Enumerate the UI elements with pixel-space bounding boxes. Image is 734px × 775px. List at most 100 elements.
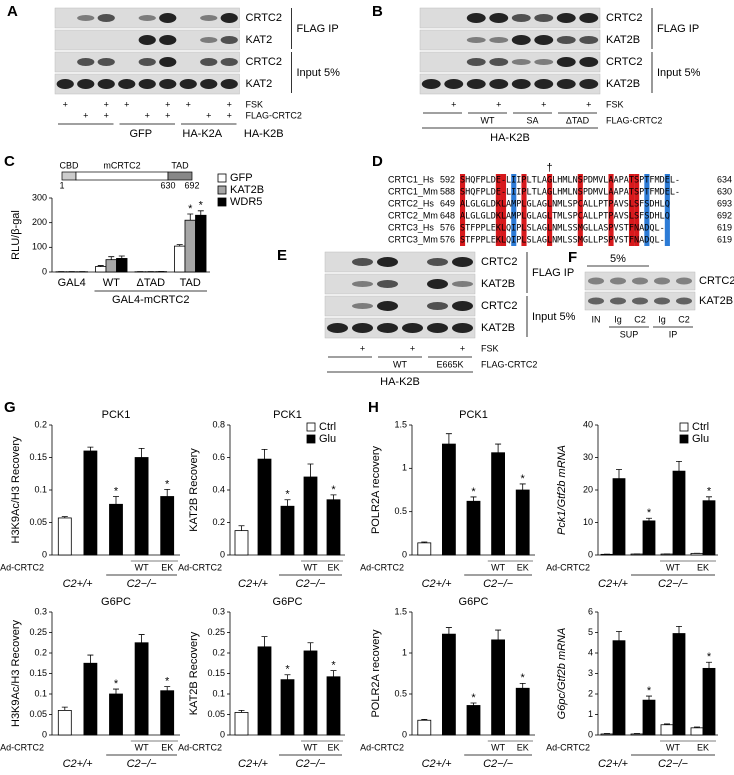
error-bar bbox=[495, 443, 502, 453]
row-label: Ad-CRTC2 bbox=[178, 562, 222, 572]
bar bbox=[612, 640, 626, 736]
lane-sign: + bbox=[410, 343, 415, 353]
x-tick-label: WT bbox=[491, 562, 505, 572]
blot-band bbox=[534, 14, 554, 22]
x-tick-label: EK bbox=[161, 742, 173, 752]
legend-label: Ctrl bbox=[319, 421, 336, 433]
y-tick-label: 4 bbox=[588, 647, 593, 657]
blot-row-label: KAT2 bbox=[246, 78, 273, 90]
y-tick-label: 0.15 bbox=[207, 668, 225, 678]
blot-band bbox=[352, 281, 373, 287]
blot-row-label: CRTC2 bbox=[246, 12, 282, 24]
y-tick-label: 0.25 bbox=[207, 627, 225, 637]
error-bar bbox=[261, 448, 268, 460]
significance: * bbox=[165, 676, 170, 688]
bar bbox=[417, 542, 432, 556]
genotype: C2−/− bbox=[483, 758, 514, 770]
y-tick-label: 0 bbox=[220, 729, 225, 739]
panel-letter: A bbox=[7, 3, 18, 20]
error-bar bbox=[97, 265, 104, 267]
highlight bbox=[664, 174, 670, 246]
bracket-label: Input 5% bbox=[297, 67, 341, 79]
blot-band bbox=[489, 37, 509, 43]
seq-name: CRTC2_Mm bbox=[388, 210, 438, 220]
lane-label: C2 bbox=[678, 314, 690, 324]
blot-band bbox=[220, 36, 238, 44]
x-tick-label: WT bbox=[135, 742, 149, 752]
row-label: Ad-CRTC2 bbox=[0, 742, 44, 752]
error-bar bbox=[87, 654, 94, 664]
legend-label: Glu bbox=[319, 433, 336, 445]
bar bbox=[116, 258, 128, 273]
chart-title: G6PC bbox=[101, 596, 131, 608]
y-tick-label: 100 bbox=[32, 242, 47, 252]
bar bbox=[174, 245, 186, 273]
error-bar bbox=[445, 627, 452, 635]
x-tick-label: WT bbox=[666, 562, 680, 572]
seq-end: 619 bbox=[717, 234, 732, 244]
seq-start: 588 bbox=[440, 186, 455, 196]
construct-name: FLAG-CRTC2 bbox=[606, 115, 662, 125]
row-label: Ad-CRTC2 bbox=[546, 742, 590, 752]
bar bbox=[441, 633, 456, 736]
blot-row-label: KAT2B bbox=[481, 322, 515, 334]
blot-band bbox=[421, 79, 441, 89]
y-axis-label: POLR2A recovery bbox=[370, 629, 382, 718]
bar bbox=[702, 500, 716, 556]
error-bar bbox=[138, 634, 145, 643]
blot-band bbox=[77, 79, 95, 89]
error-bar bbox=[164, 488, 171, 497]
blot-band bbox=[97, 79, 115, 89]
blot-band bbox=[97, 58, 115, 66]
lane-sign: + bbox=[227, 110, 232, 120]
blot-strip bbox=[324, 295, 476, 317]
error-bar bbox=[646, 517, 652, 521]
error-bar bbox=[238, 525, 245, 531]
genotype: C2+/+ bbox=[598, 578, 629, 590]
x-tick-label: WT bbox=[491, 742, 505, 752]
bracket-label: Input 5% bbox=[532, 311, 576, 323]
blot-row-label: CRTC2 bbox=[246, 56, 282, 68]
y-tick-label: 1.5 bbox=[394, 419, 407, 429]
blot-band bbox=[118, 79, 136, 89]
lane-sign: + bbox=[104, 99, 109, 109]
genotype: C2+/+ bbox=[598, 758, 629, 770]
bar bbox=[642, 520, 656, 556]
bar bbox=[234, 712, 249, 736]
lane-label: Ig bbox=[658, 314, 666, 324]
y-tick-label: 2 bbox=[588, 688, 593, 698]
error-bar bbox=[330, 670, 337, 677]
blot-band bbox=[556, 57, 576, 67]
error-bar bbox=[61, 516, 68, 518]
genotype: C2+/+ bbox=[238, 578, 269, 590]
panel-letter: E bbox=[277, 247, 287, 264]
y-tick-label: 200 bbox=[32, 217, 47, 227]
blot-strip bbox=[419, 51, 601, 73]
panel-letter: D bbox=[372, 153, 383, 170]
y-tick-label: 0.1 bbox=[212, 688, 225, 698]
bar bbox=[160, 690, 175, 736]
x-tick-label: EK bbox=[697, 742, 709, 752]
bar bbox=[184, 219, 196, 273]
blot-band bbox=[200, 79, 218, 89]
blot-band bbox=[377, 301, 398, 311]
x-tick-label: EK bbox=[697, 562, 709, 572]
domain-position: 1 bbox=[59, 180, 64, 190]
y-tick-label: 0.2 bbox=[212, 517, 225, 527]
y-tick-label: 5 bbox=[588, 627, 593, 637]
panel-letter: B bbox=[372, 3, 383, 20]
y-tick-label: 1 bbox=[588, 709, 593, 719]
significance: * bbox=[647, 685, 652, 697]
blot-band bbox=[452, 323, 473, 333]
blot-band bbox=[159, 57, 177, 67]
bar bbox=[105, 259, 117, 273]
significance: * bbox=[114, 678, 119, 690]
error-bar bbox=[470, 496, 477, 502]
blot-band bbox=[220, 13, 238, 23]
y-axis-label: RLU/β-gal bbox=[10, 210, 22, 260]
y-tick-label: 0.1 bbox=[34, 688, 47, 698]
sequence: SHQFPLDE-LIIPLTLAGLHMLNSPDMVLAAPATSPTFMD… bbox=[460, 188, 680, 198]
lane-sign: + bbox=[165, 99, 170, 109]
bracket-label: FLAG IP bbox=[657, 23, 699, 35]
bar bbox=[466, 500, 481, 556]
